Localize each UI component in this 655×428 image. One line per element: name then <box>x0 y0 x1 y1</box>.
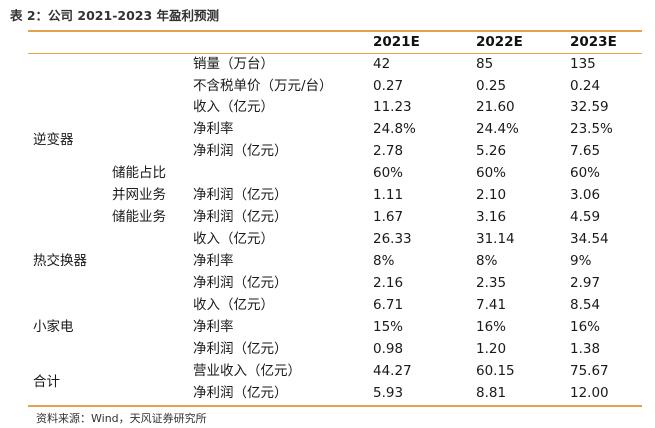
value-2023e: 12.00 <box>570 385 609 401</box>
value-2023e: 1.38 <box>570 341 601 357</box>
value-2023e: 16% <box>570 319 601 335</box>
value-2023e: 75.67 <box>570 363 609 379</box>
value-2022e: 1.20 <box>476 341 507 357</box>
value-2022e: 16% <box>476 319 507 335</box>
metric-label: 净利率 <box>193 319 234 335</box>
subsegment-storage-business: 储能业务 <box>112 209 166 225</box>
source-note: 资料来源：Wind，天风证券研究所 <box>36 412 207 425</box>
value-2023e: 0.24 <box>570 78 601 94</box>
value-2021e: 15% <box>373 319 404 335</box>
value-2021e: 26.33 <box>373 231 412 247</box>
value-2022e: 0.25 <box>476 78 507 94</box>
value-2022e: 85 <box>476 56 494 72</box>
value-2021e: 6.71 <box>373 297 404 313</box>
value-2021e: 60% <box>373 165 404 181</box>
value-2022e: 5.26 <box>476 143 507 159</box>
header-2022e: 2022E <box>476 34 523 50</box>
value-2021e: 2.78 <box>373 143 404 159</box>
value-2023e: 34.54 <box>570 231 609 247</box>
value-2022e: 21.60 <box>476 99 515 115</box>
metric-label: 净利润（亿元） <box>193 187 288 203</box>
header-2021e: 2021E <box>373 34 420 50</box>
value-2021e: 44.27 <box>373 363 412 379</box>
value-2021e: 1.67 <box>373 209 404 225</box>
value-2023e: 9% <box>570 253 592 269</box>
segment-total: 合计 <box>33 374 60 390</box>
value-2021e: 42 <box>373 56 391 72</box>
metric-label: 净利润（亿元） <box>193 341 288 357</box>
segment-inverter: 逆变器 <box>33 132 74 148</box>
metric-label: 净利率 <box>193 253 234 269</box>
value-2021e: 0.98 <box>373 341 404 357</box>
value-2023e: 4.59 <box>570 209 601 225</box>
value-2022e: 60.15 <box>476 363 515 379</box>
metric-label: 营业收入（亿元） <box>193 363 301 379</box>
metric-label: 收入（亿元） <box>193 99 274 115</box>
value-2023e: 7.65 <box>570 143 601 159</box>
table-title: 表 2：公司 2021-2023 年盈利预测 <box>10 8 220 23</box>
value-2021e: 11.23 <box>373 99 412 115</box>
bottom-rule <box>28 405 642 407</box>
value-2022e: 60% <box>476 165 507 181</box>
value-2023e: 60% <box>570 165 601 181</box>
value-2021e: 1.11 <box>373 187 404 203</box>
value-2021e: 2.16 <box>373 275 404 291</box>
metric-label: 收入（亿元） <box>193 231 274 247</box>
value-2022e: 24.4% <box>476 121 519 137</box>
metric-label: 不含税单价（万元/台） <box>193 78 333 94</box>
top-rule <box>28 30 642 32</box>
segment-heat-exchanger: 热交换器 <box>33 253 87 269</box>
value-2021e: 0.27 <box>373 78 404 94</box>
segment-appliance: 小家电 <box>33 319 74 335</box>
metric-label: 净利润（亿元） <box>193 209 288 225</box>
value-2022e: 2.10 <box>476 187 507 203</box>
value-2023e: 2.97 <box>570 275 601 291</box>
value-2022e: 8% <box>476 253 498 269</box>
value-2023e: 32.59 <box>570 99 609 115</box>
value-2021e: 8% <box>373 253 395 269</box>
subsegment-storage-share: 储能占比 <box>112 165 166 181</box>
value-2022e: 31.14 <box>476 231 515 247</box>
value-2022e: 3.16 <box>476 209 507 225</box>
value-2023e: 23.5% <box>570 121 613 137</box>
header-rule <box>28 53 642 54</box>
metric-label: 净利润（亿元） <box>193 385 288 401</box>
metric-label: 净利润（亿元） <box>193 275 288 291</box>
value-2021e: 5.93 <box>373 385 404 401</box>
value-2022e: 2.35 <box>476 275 507 291</box>
value-2022e: 7.41 <box>476 297 507 313</box>
metric-label: 收入（亿元） <box>193 297 274 313</box>
metric-label: 净利率 <box>193 121 234 137</box>
subsegment-grid-business: 并网业务 <box>112 187 166 203</box>
value-2023e: 8.54 <box>570 297 601 313</box>
value-2021e: 24.8% <box>373 121 416 137</box>
metric-label: 净利润（亿元） <box>193 143 288 159</box>
value-2023e: 3.06 <box>570 187 601 203</box>
header-2023e: 2023E <box>570 34 617 50</box>
value-2022e: 8.81 <box>476 385 507 401</box>
metric-label: 销量（万台） <box>193 56 274 72</box>
value-2023e: 135 <box>570 56 596 72</box>
